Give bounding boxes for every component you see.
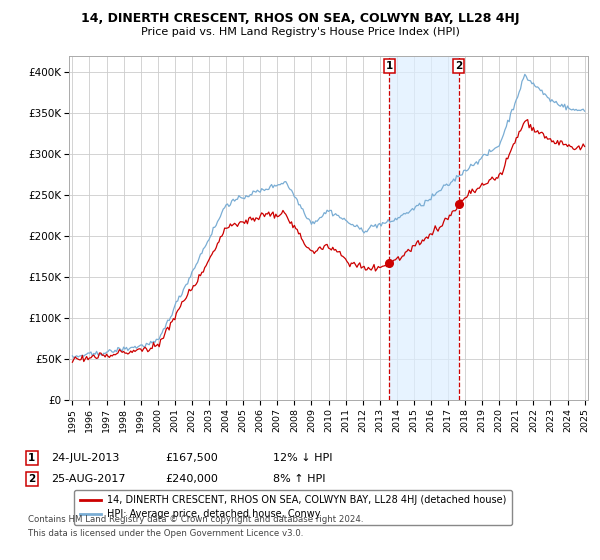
Text: 2: 2	[28, 474, 35, 484]
Text: Price paid vs. HM Land Registry's House Price Index (HPI): Price paid vs. HM Land Registry's House …	[140, 27, 460, 37]
Text: This data is licensed under the Open Government Licence v3.0.: This data is licensed under the Open Gov…	[28, 529, 304, 538]
Text: £167,500: £167,500	[165, 453, 218, 463]
Text: Contains HM Land Registry data © Crown copyright and database right 2024.: Contains HM Land Registry data © Crown c…	[28, 515, 364, 524]
Text: 14, DINERTH CRESCENT, RHOS ON SEA, COLWYN BAY, LL28 4HJ: 14, DINERTH CRESCENT, RHOS ON SEA, COLWY…	[81, 12, 519, 25]
Text: 2: 2	[455, 61, 463, 71]
Legend: 14, DINERTH CRESCENT, RHOS ON SEA, COLWYN BAY, LL28 4HJ (detached house), HPI: A: 14, DINERTH CRESCENT, RHOS ON SEA, COLWY…	[74, 489, 512, 525]
Text: 25-AUG-2017: 25-AUG-2017	[51, 474, 125, 484]
Text: 12% ↓ HPI: 12% ↓ HPI	[273, 453, 332, 463]
Text: 24-JUL-2013: 24-JUL-2013	[51, 453, 119, 463]
Text: £240,000: £240,000	[165, 474, 218, 484]
Text: 8% ↑ HPI: 8% ↑ HPI	[273, 474, 325, 484]
Text: 1: 1	[28, 453, 35, 463]
Bar	[389, 56, 459, 400]
Text: 1: 1	[385, 61, 393, 71]
